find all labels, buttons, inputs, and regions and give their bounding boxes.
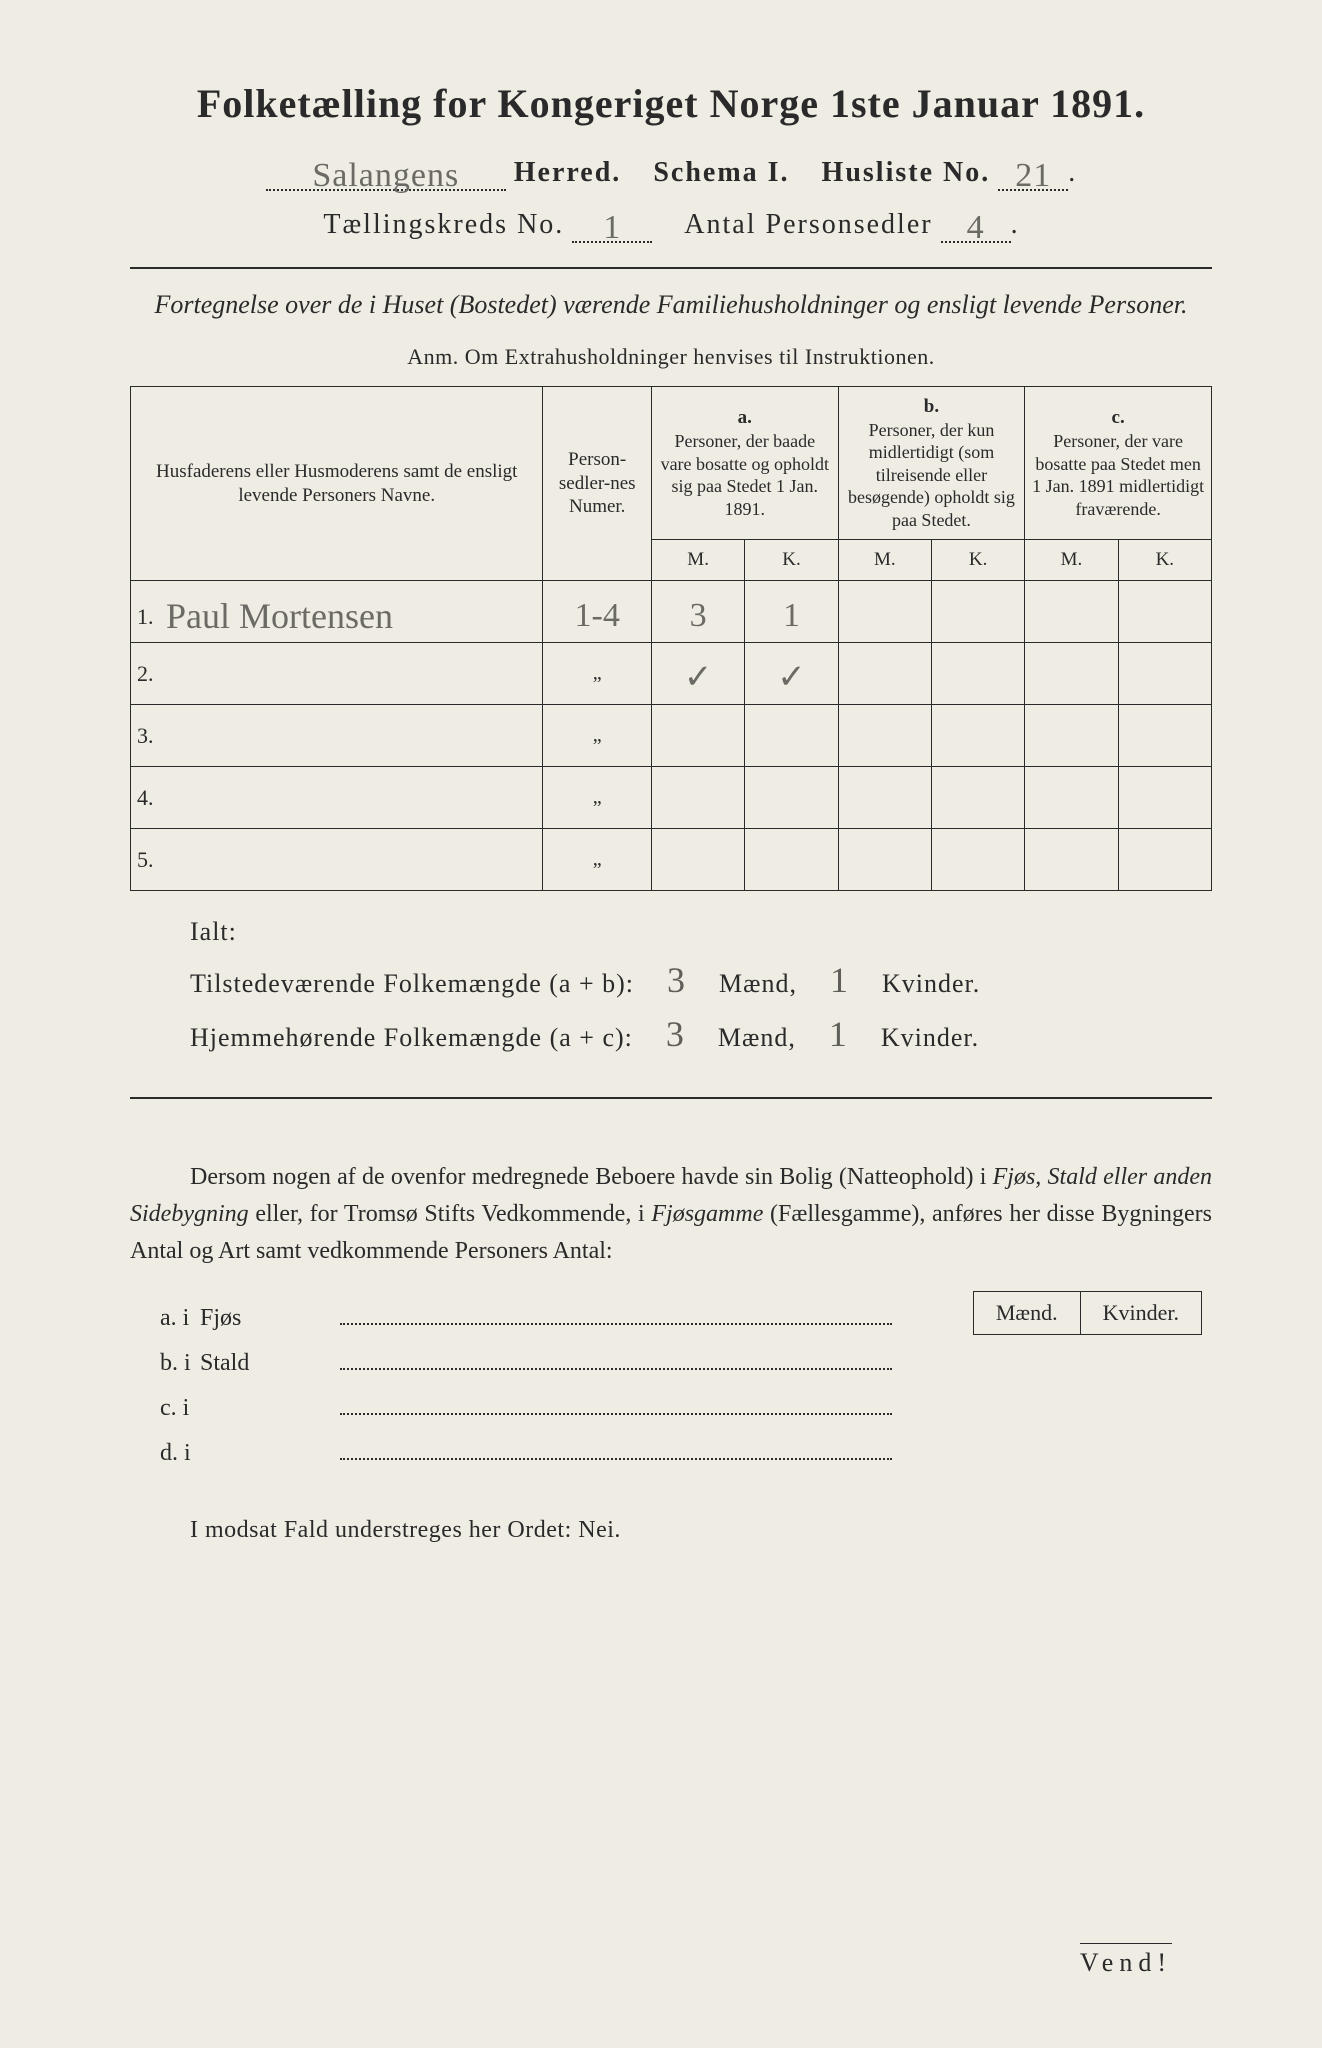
building-row: c. i (130, 1391, 1212, 1422)
divider-rule (130, 267, 1212, 269)
th-a-m: M. (651, 540, 744, 581)
cell-numer: „ (543, 643, 652, 705)
header-line-3: Tællingskreds No. 1 Antal Personsedler 4… (130, 207, 1212, 243)
th-c-m: M. (1025, 540, 1118, 581)
cell-bK (931, 581, 1024, 643)
cell-name: 3. (131, 705, 543, 767)
cell-name: 5. (131, 829, 543, 891)
cell-aK: ✓ (745, 643, 838, 705)
cell-aM: 3 (651, 581, 744, 643)
census-tbody: 1. Paul Mortensen 1-4 3 1 2. „ ✓ ✓ 3. (131, 581, 1212, 891)
schema-label: Schema I. (653, 157, 789, 188)
table-row: 1. Paul Mortensen 1-4 3 1 (131, 581, 1212, 643)
th-c-k: K. (1118, 540, 1211, 581)
mk-header: Mænd. Kvinder. (973, 1291, 1202, 1335)
home-m: 3 (666, 1013, 685, 1055)
cell-cM (1025, 581, 1118, 643)
herred-field: Salangens (266, 155, 506, 191)
kreds-field: 1 (572, 207, 652, 243)
kreds-value: 1 (603, 211, 621, 245)
husliste-label: Husliste No. (822, 157, 991, 188)
antal-field: 4 (941, 207, 1011, 243)
ialt-label: Ialt: (190, 917, 1212, 947)
dotted-line (340, 1301, 892, 1325)
census-form-page: Folketælling for Kongeriget Norge 1ste J… (0, 0, 1322, 2048)
cell-numer: „ (543, 767, 652, 829)
dotted-line (340, 1346, 892, 1370)
mk-k: Kvinder. (1081, 1292, 1201, 1334)
mk-m: Mænd. (974, 1292, 1081, 1334)
cell-bM (838, 581, 931, 643)
home-k: 1 (829, 1013, 848, 1055)
cell-aM: ✓ (651, 643, 744, 705)
building-row: d. i (130, 1436, 1212, 1467)
th-a-k: K. (745, 540, 838, 581)
th-names: Husfaderens eller Husmoderens samt de en… (131, 387, 543, 581)
dotted-line (340, 1391, 892, 1415)
vend-label: Vend! (1080, 1943, 1172, 1978)
table-row: 5. „ (131, 829, 1212, 891)
totals-block: Ialt: Tilstedeværende Folkemængde (a + b… (130, 917, 1212, 1057)
th-a-label: a. (658, 406, 832, 430)
husliste-value: 21 (1015, 159, 1051, 193)
dotted-line (340, 1436, 892, 1460)
table-row: 3. „ (131, 705, 1212, 767)
herred-label: Herred. (514, 157, 622, 188)
kvinder-label-2: Kvinder. (881, 1023, 979, 1052)
nei-line: I modsat Fald understreges her Ordet: Ne… (130, 1517, 1212, 1544)
cell-numer: „ (543, 829, 652, 891)
cell-aK: 1 (745, 581, 838, 643)
table-row: 2. „ ✓ ✓ (131, 643, 1212, 705)
herred-value: Salangens (312, 159, 459, 193)
building-row: b. i Stald (130, 1346, 1212, 1377)
explanatory-paragraph: Dersom nogen af de ovenfor medregnede Be… (130, 1159, 1212, 1271)
cell-name: 2. (131, 643, 543, 705)
divider-rule-2 (130, 1097, 1212, 1099)
present-m: 3 (667, 959, 686, 1001)
th-b: b. Personer, der kun midlertidigt (som t… (838, 387, 1025, 540)
th-a: a. Personer, der baade vare bosatte og o… (651, 387, 838, 540)
th-b-m: M. (838, 540, 931, 581)
antal-label: Antal Personsedler (684, 209, 932, 240)
th-b-text: Personer, der kun midlertidigt (som tilr… (845, 419, 1019, 532)
th-a-text: Personer, der baade vare bosatte og opho… (658, 430, 832, 520)
husliste-field: 21 (998, 155, 1068, 191)
subheading: Fortegnelse over de i Huset (Bostedet) v… (130, 287, 1212, 322)
th-c-label: c. (1031, 406, 1205, 430)
page-title: Folketælling for Kongeriget Norge 1ste J… (130, 80, 1212, 127)
maend-label: Mænd, (719, 969, 797, 998)
th-numer: Person-sedler-nes Numer. (543, 387, 652, 581)
cell-name: 4. (131, 767, 543, 829)
home-label: Hjemmehørende Folkemængde (a + c): (190, 1023, 633, 1052)
th-c: c. Personer, der vare bosatte paa Stedet… (1025, 387, 1212, 540)
th-b-label: b. (845, 395, 1019, 419)
building-list: Mænd. Kvinder. a. i Fjøs b. i Stald c. i… (130, 1301, 1212, 1467)
census-table: Husfaderens eller Husmoderens samt de en… (130, 386, 1212, 891)
antal-value: 4 (967, 211, 985, 245)
home-line: Hjemmehørende Folkemængde (a + c): 3 Mæn… (190, 1013, 1212, 1057)
kvinder-label: Kvinder. (882, 969, 980, 998)
th-b-k: K. (931, 540, 1024, 581)
maend-label-2: Mænd, (718, 1023, 796, 1052)
kreds-label: Tællingskreds No. (323, 209, 564, 240)
anm-note: Anm. Om Extrahusholdninger henvises til … (130, 344, 1212, 370)
table-row: 4. „ (131, 767, 1212, 829)
present-label: Tilstedeværende Folkemængde (a + b): (190, 969, 634, 998)
present-k: 1 (830, 959, 849, 1001)
th-c-text: Personer, der vare bosatte paa Stedet me… (1031, 430, 1205, 520)
present-line: Tilstedeværende Folkemængde (a + b): 3 M… (190, 959, 1212, 1003)
cell-numer: 1-4 (543, 581, 652, 643)
cell-numer: „ (543, 705, 652, 767)
cell-cK (1118, 581, 1211, 643)
header-line-2: Salangens Herred. Schema I. Husliste No.… (130, 155, 1212, 191)
cell-name: 1. Paul Mortensen (131, 581, 543, 643)
